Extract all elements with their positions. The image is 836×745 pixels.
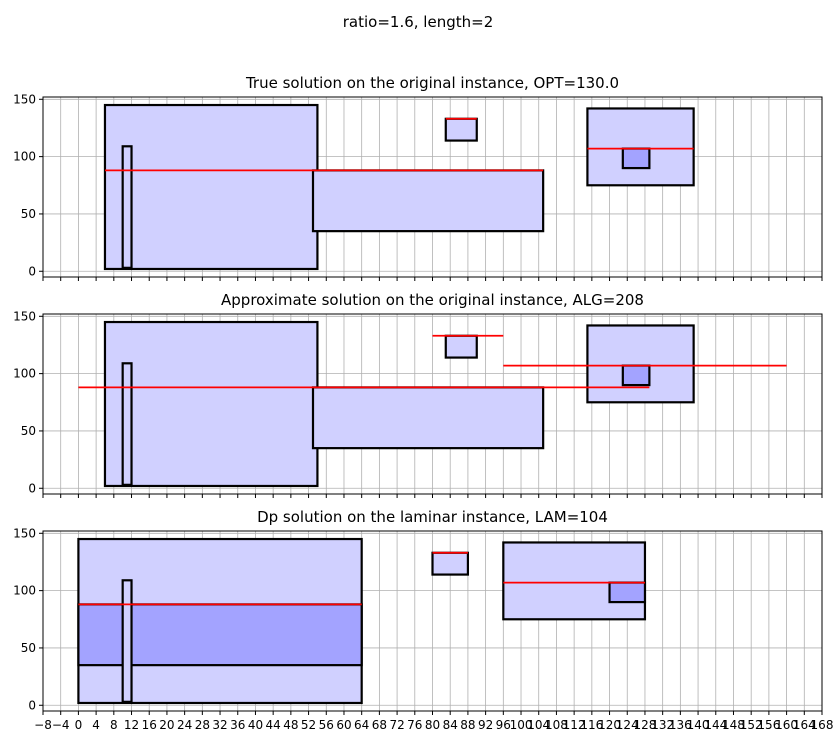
x-tick-label: 28 — [195, 718, 210, 732]
interval-rect — [621, 147, 651, 170]
x-tick-label: 4 — [92, 718, 100, 732]
x-tick-label: 96 — [496, 718, 511, 732]
x-tick-label: 92 — [478, 718, 493, 732]
x-tick-label: 164 — [793, 718, 816, 732]
x-tick-label: 168 — [811, 718, 834, 732]
x-tick-label: 148 — [722, 718, 745, 732]
y-tick-label: 100 — [13, 150, 36, 164]
interval-rect — [103, 103, 319, 271]
x-tick-label: 104 — [527, 718, 550, 732]
x-tick-label: 0 — [75, 718, 83, 732]
x-tick-label: 80 — [425, 718, 440, 732]
x-tick-label: 72 — [389, 718, 404, 732]
x-tick-label: 20 — [159, 718, 174, 732]
y-tick-label: 50 — [21, 424, 36, 438]
subplot-2: 0 50 100 150 Approximate solution on the ori… — [13, 291, 823, 498]
x-tick-label: 156 — [757, 718, 780, 732]
x-tick-label: 112 — [563, 718, 586, 732]
interval-rect — [121, 362, 133, 486]
subplot-title: Approximate solution on the original ins… — [221, 291, 644, 309]
x-tick-label: 100 — [510, 718, 533, 732]
x-tick-label: 120 — [598, 718, 621, 732]
y-tick-label: 150 — [13, 526, 36, 540]
interval-rect — [586, 324, 695, 404]
x-tick-label: 88 — [460, 718, 475, 732]
x-tick-label: 132 — [651, 718, 674, 732]
subplots: 0 50 100 150 True solution on the original i… — [13, 74, 833, 732]
x-tick-label: 76 — [407, 718, 422, 732]
y-tick-label: 100 — [13, 367, 36, 381]
interval-rect — [621, 364, 651, 387]
interval-rect — [444, 334, 478, 359]
y-tick-label: 0 — [28, 481, 36, 495]
x-tick-label: 48 — [283, 718, 298, 732]
y-tick-label: 150 — [13, 309, 36, 323]
interval-rect — [502, 541, 647, 621]
subplot-title: True solution on the original instance, … — [245, 74, 619, 92]
x-tick-label: 44 — [266, 718, 281, 732]
interval-rect — [608, 581, 647, 604]
interval-rect — [103, 320, 319, 488]
x-tick-label: 160 — [775, 718, 798, 732]
x-tick-label: 36 — [230, 718, 245, 732]
x-tick-label: 8 — [110, 718, 118, 732]
figure-suptitle: ratio=1.6, length=2 — [343, 13, 493, 31]
x-tick-label: 136 — [669, 718, 692, 732]
x-tick-label: 64 — [354, 718, 369, 732]
y-tick-label: 0 — [28, 264, 36, 278]
x-tick-label: 128 — [634, 718, 657, 732]
x-tick-label: 32 — [212, 718, 227, 732]
y-tick-label: 0 — [28, 698, 36, 712]
interval-rect — [444, 117, 478, 142]
x-tick-label: 52 — [301, 718, 316, 732]
x-tick-label: 56 — [319, 718, 334, 732]
x-tick-label: −4 — [52, 718, 70, 732]
y-tick-label: 150 — [13, 92, 36, 106]
x-tick-label: 108 — [545, 718, 568, 732]
y-tick-label: 50 — [21, 641, 36, 655]
y-tick-label: 100 — [13, 584, 36, 598]
x-tick-label: 24 — [177, 718, 192, 732]
interval-rect — [586, 107, 695, 187]
interval-rect — [311, 169, 545, 233]
x-tick-label: 84 — [443, 718, 458, 732]
x-tick-label: −8 — [34, 718, 52, 732]
x-tick-label: 68 — [372, 718, 387, 732]
x-tick-label: 40 — [248, 718, 263, 732]
x-tick-label: 16 — [142, 718, 157, 732]
interval-rect — [431, 551, 470, 576]
interval-rect — [121, 145, 133, 269]
x-tick-label: 144 — [704, 718, 727, 732]
x-tick-label: 124 — [616, 718, 639, 732]
subplot-1: 0 50 100 150 True solution on the original i… — [13, 74, 823, 281]
subplot-title: Dp solution on the laminar instance, LAM… — [257, 508, 608, 526]
x-tick-label: 60 — [336, 718, 351, 732]
interval-rect — [77, 603, 363, 667]
x-tick-label: 140 — [687, 718, 710, 732]
y-tick-label: 50 — [21, 207, 36, 221]
interval-rect — [311, 386, 545, 450]
interval-rect — [121, 579, 133, 703]
x-tick-label: 116 — [580, 718, 603, 732]
x-tick-label: 152 — [740, 718, 763, 732]
x-tick-label: 12 — [124, 718, 139, 732]
